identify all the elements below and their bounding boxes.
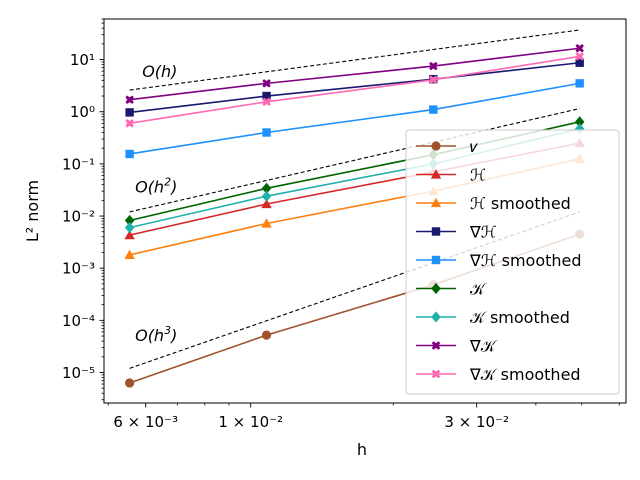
y-axis-label: L² norm [23, 180, 42, 242]
data-point [261, 182, 272, 194]
series-line [129, 47, 580, 101]
reference-line [129, 108, 580, 213]
data-point [574, 116, 585, 128]
data-point [124, 214, 135, 227]
legend-label: ∇𝒦 smoothed [469, 365, 581, 384]
data-point [125, 378, 135, 388]
series [125, 44, 584, 104]
data-point [575, 79, 584, 88]
legend-swatch-marker [431, 282, 441, 295]
legend-frame [405, 129, 620, 395]
x-axis-label: h [357, 440, 367, 459]
y-tick-label: 10⁻⁵ [62, 364, 95, 382]
legend-swatch-marker [430, 197, 442, 208]
legend-swatch-marker [430, 169, 442, 179]
legend-entry: ∇𝒦 smoothed [416, 365, 581, 384]
y-axis-ticks: 10⁻⁵ 10⁻⁴ 10⁻³ 10⁻² 10⁻¹ 10⁰ 10¹ [62, 18, 104, 401]
data-point [262, 97, 271, 107]
series [125, 52, 584, 128]
legend-label: ℋ smoothed [470, 194, 571, 213]
data-point [125, 149, 134, 159]
y-tick-label: 10⁻⁴ [62, 312, 95, 330]
data-point [429, 75, 438, 84]
reference-line-label: O(h2) [135, 176, 177, 197]
data-point [124, 249, 135, 260]
data-point [429, 61, 438, 71]
data-point [261, 198, 272, 209]
data-point [575, 58, 584, 67]
data-point [262, 91, 271, 101]
legend-label: ℋ [470, 166, 486, 185]
y-tick-label: 10⁻² [62, 208, 95, 226]
x-tick-label: 3 × 10⁻² [444, 413, 509, 431]
data-point [261, 190, 272, 202]
data-point [261, 330, 272, 340]
legend-entry: ℋ smoothed [416, 194, 571, 213]
y-tick-label: 10⁻³ [62, 260, 95, 278]
reference-line-label: O(h3) [135, 324, 177, 345]
x-axis-ticks: 6 × 10⁻³ 1 × 10⁻² 3 × 10⁻² [107, 403, 620, 431]
x-tick-label: 1 × 10⁻² [218, 413, 283, 431]
y-tick-label: 10⁰ [70, 103, 95, 121]
reference-line [129, 29, 580, 91]
series-line [129, 61, 580, 114]
data-point [261, 218, 272, 228]
data-point [125, 119, 134, 128]
data-point [124, 229, 135, 240]
legend-label: 𝒦 smoothed [470, 308, 570, 327]
data-point [262, 128, 271, 137]
legend-swatch-marker [431, 369, 441, 379]
legend-label: 𝒦 [470, 280, 487, 299]
legend-label: ∇𝒦 [469, 337, 498, 356]
data-point [429, 105, 438, 114]
x-tick-label: 6 × 10⁻³ [113, 413, 178, 431]
legend-swatch-marker [431, 311, 441, 323]
legend-swatch-marker [431, 255, 441, 265]
reference-line-label: O(h) [142, 62, 177, 81]
y-tick-label: 10¹ [70, 51, 95, 69]
legend-swatch-marker [431, 141, 441, 151]
legend-swatch-marker [431, 341, 441, 350]
legend-label: ∇ℋ [469, 223, 497, 242]
legend-entry: ∇𝒦 [416, 337, 498, 356]
legend-swatch-marker [431, 227, 441, 236]
data-point [125, 108, 134, 117]
legend-entry: ∇ℋ smoothed [416, 251, 582, 270]
legend-label: 𝜈 [470, 137, 478, 156]
series [125, 79, 584, 159]
data-point [125, 95, 134, 104]
legend-entry: 𝜈 [416, 137, 478, 156]
series-line [129, 82, 580, 155]
legend-label: ∇ℋ smoothed [469, 251, 582, 270]
data-point [575, 44, 584, 53]
legend: 𝜈ℋ ℋ smoothed ∇ℋ ∇ℋ smoothed 𝒦 𝒦 smoothed ∇𝒦 ∇𝒦… [405, 129, 620, 395]
legend-entry: 𝒦 smoothed [416, 308, 570, 327]
series-line [129, 55, 580, 125]
data-point [124, 222, 135, 234]
y-tick-label: 10⁻¹ [62, 155, 95, 173]
legend-entry: ℋ [416, 166, 486, 185]
data-point [262, 79, 271, 88]
legend-entry: 𝒦 [416, 280, 487, 299]
data-point [575, 52, 584, 61]
legend-entry: ∇ℋ [416, 223, 497, 242]
